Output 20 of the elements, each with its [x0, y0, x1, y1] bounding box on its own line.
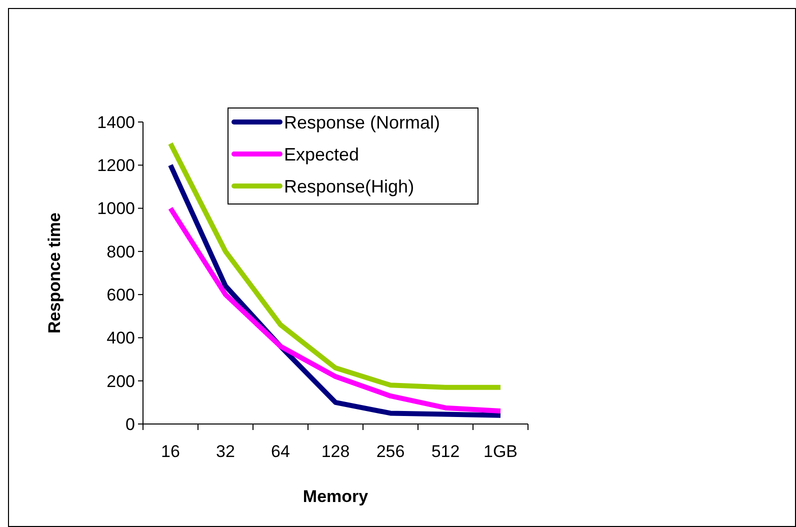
legend-label: Expected	[284, 144, 360, 164]
x-tick-label: 16	[161, 442, 180, 461]
y-tick-label: 200	[106, 372, 135, 391]
x-tick-label: 256	[376, 442, 405, 461]
x-axis-title: Memory	[302, 487, 369, 506]
legend-label: Response(High)	[284, 176, 414, 196]
y-axis-title: Responce time	[45, 212, 64, 334]
y-tick-label: 1200	[97, 156, 135, 176]
y-tick-label: 1000	[97, 199, 135, 218]
x-tick-label: 32	[216, 442, 235, 461]
y-tick-label: 400	[106, 328, 135, 348]
y-tick-label: 800	[106, 242, 135, 262]
y-tick-label: 600	[106, 286, 135, 305]
y-tick-label: 0	[126, 414, 135, 434]
x-tick-label: 512	[431, 442, 460, 461]
x-tick-label: 1GB	[483, 442, 518, 461]
x-tick-label: 64	[271, 442, 290, 461]
y-tick-label: 1400	[97, 112, 135, 132]
legend-label: Response (Normal)	[284, 112, 440, 132]
x-tick-label: 128	[321, 442, 350, 461]
